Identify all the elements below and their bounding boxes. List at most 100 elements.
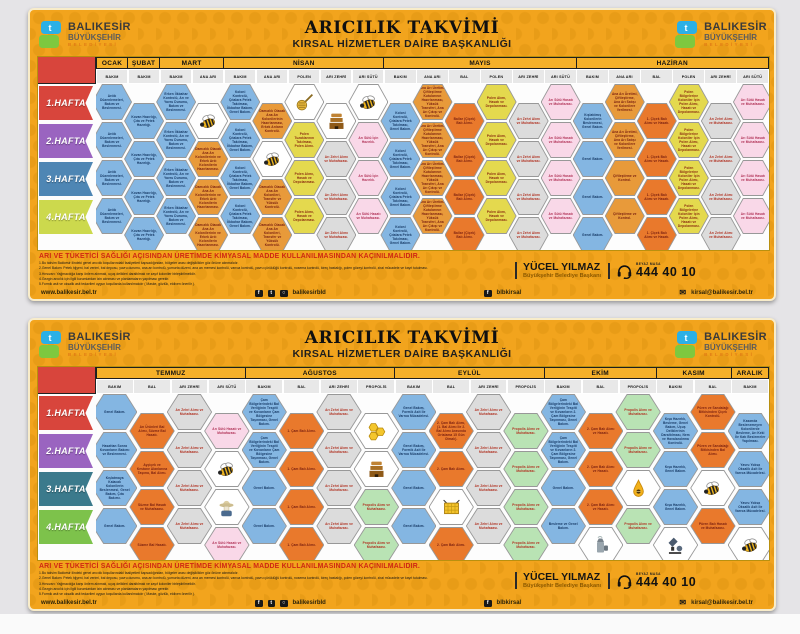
cell-text: Genel Bakım. <box>582 157 604 161</box>
social-row: www.balikesir.bel.tr f t ○ balikesirbld … <box>37 289 767 298</box>
calendar-cell: Arı Zehri Alımı ve Muhafazası. <box>700 217 741 250</box>
category-header: BAKIM <box>246 380 283 393</box>
cell-text: Genel Bakım. <box>403 524 425 528</box>
hotline-number: 444 40 10 <box>636 574 697 589</box>
social-row: www.balikesir.bel.tr f t ○ balikesirbld … <box>37 599 767 608</box>
category-header: BAKIM <box>732 380 768 393</box>
calendar-cell: Kovan Hazırlığı, Çıta ve Petek Hazırlığı… <box>124 179 165 215</box>
cell-text: Arı Sütü Hasatı ve Muhafazası. <box>356 212 381 220</box>
calendar-cell: Arı Sütü Hasatı ve Muhafazası. <box>540 122 581 158</box>
cell-text: Arı Sütü Hasatı ve Muhafazası. <box>548 136 573 144</box>
cell-text: Koloni Kontrolü, Çıtalara Petek Takılmas… <box>227 90 254 114</box>
calendar-cell: 1. Çiçek Balı Alımı ve Hasatı. <box>636 217 677 250</box>
category-header: ANA ARI <box>192 70 224 83</box>
category-header: BAKIM <box>395 380 432 393</box>
honeycomb-grid: Arılık Düzenlemeleri, Bakım ve Beslenmes… <box>96 84 769 250</box>
calendar-cell: Arı Zehri Alımı ve Muhafazası. <box>166 432 213 468</box>
calendar-cell: Arı Sütü Hasatı ve Muhafazası. <box>540 160 581 196</box>
category-header: BAKIM <box>96 70 128 83</box>
month-header-aralik: ARALIK <box>731 367 769 379</box>
municipality-logo-icon: t <box>37 330 63 360</box>
cell-text: Kışlatmaya Kalacak Kolonilerin Beslenmes… <box>99 476 130 500</box>
cell-text: Kovan Hazırlığı, Çıta ve Petek Hazırlığı… <box>131 191 157 203</box>
cell-text: Arı Zehri Alımı ve Muhafazası. <box>324 193 349 201</box>
poster-header: t BALIKESİR BÜYÜKŞEHİR BELEDİYESİ ARICIL… <box>37 324 767 366</box>
calendar-cell: Arı Zehri Alımı ve Muhafazası. <box>465 470 512 506</box>
cell-text: 1. Çam Balı Alımı. <box>287 467 316 471</box>
calendar-cell: Koloni Kontrolü, Çıtalara Petek Takılmas… <box>380 179 421 215</box>
cell-text: Süzme Bal Hasatı. <box>137 543 167 547</box>
social-handle: balikesirbld <box>292 290 326 297</box>
cell-text: Kovan Hazırlığı, Çıta ve Petek Hazırlığı… <box>131 229 157 241</box>
cell-text: Arı Sütü Hasatı ve Muhafazası. <box>740 98 766 106</box>
cell-text: Arı Zehri Alımı ve Muhafazası. <box>708 117 733 125</box>
municipality-logo-icon: t <box>37 20 63 50</box>
cell-text: Arı Zehri Alımı ve Muhafazası. <box>325 522 353 530</box>
footnotes: 1.Bu takvim Balıkesir ilindeki genel arı… <box>37 571 515 597</box>
calendar-cell: Arı Sütü Hasatı ve Muhafazası. <box>732 84 769 120</box>
week-label-2: 2.HAFTA <box>39 434 93 468</box>
calendar-cell: Arılık Düzenlemeleri, Bakım ve Beslenmes… <box>96 160 133 196</box>
mayor-title: Büyükşehir Belediye Başkanı <box>523 583 602 590</box>
cell-text: 1. Çam Balı Alımı. <box>287 505 316 509</box>
week-label-4: 4.HAFTA <box>39 200 93 234</box>
calendar-cell: Ballar (Çiçek) Balı Alımı. <box>444 141 485 177</box>
cell-text: Arı Zehri Alımı ve Muhafazası. <box>516 231 541 239</box>
category-header: ANA ARI <box>256 70 288 83</box>
cell-text: Polen Tuzaklarının Takılması, Polen Alım… <box>294 132 315 148</box>
cell-text: Damızlık Olacak Ana Arı Kolonilerinin ve… <box>195 147 222 171</box>
calendar-cell: Çiftleştirme ve Kontrol. <box>604 198 645 234</box>
calendar-cell: Arı Zehri Alımı ve Muhafazası. <box>508 103 549 139</box>
calendar-cell: Arı Zehri Alımı ve Muhafazası. <box>166 394 213 430</box>
poster-footer: ARI VE TÜKETİCİ SAĞLIĞI AÇISINDAN ÜRETİM… <box>37 253 767 301</box>
calendar-cell: Arı Zehri Alımı ve Muhafazası. <box>508 217 549 250</box>
cell-text: 2. Çam Balı Alımı. <box>436 467 466 471</box>
footnote: 1.Bu takvim Balıkesir ilindeki genel arı… <box>39 571 239 575</box>
cell-text: Ayçiçek ve Kestane Alanlarına Taşıma, Ba… <box>136 463 168 475</box>
cell-text: Püren Balı Hasatı ve Muhafazası. <box>698 522 727 530</box>
hotline-label: BEYAZ MASA <box>636 261 661 266</box>
cell-text: Damızlık Olacak Ana Arı Kolonileri, Tran… <box>259 185 286 209</box>
cell-text: Propolis Alımı ve Muhafazası. <box>362 541 391 549</box>
website-url: www.balikesir.bel.tr <box>41 600 97 607</box>
month-header-eki̇m: EKİM <box>544 367 657 379</box>
cell-text: Kovan Hazırlığı, Çıta ve Petek Hazırlığı… <box>131 153 157 165</box>
cell-text: 2. Çam Balı Alımı. <box>436 543 466 547</box>
instagram-icon: ○ <box>280 599 288 608</box>
calendar-cell: 2. Çam Balı Alımı ve Hasatı. <box>578 489 624 525</box>
svg-text:t: t <box>49 23 52 33</box>
calendar-cell <box>615 470 661 506</box>
calendar-cell: Süzme Bal Hasatı. <box>129 527 175 560</box>
calendar-cell: Arı Zehri Alımı ve Muhafazası. <box>465 394 512 430</box>
calendar-cell: Arı Zehri Alımı ve Muhafazası. <box>316 141 357 177</box>
calendar-cell: Genel Bakım. <box>540 470 587 506</box>
category-header: ANA ARI <box>417 70 448 83</box>
footnote: 4.Gezgin arıcılık için ilgili kurumlarda… <box>39 586 170 591</box>
cell-text: 1. Çam Balı Alımı. <box>287 543 316 547</box>
cell-text: Püren ve Sandalağı Bitkisinden Bal Alımı… <box>697 444 729 456</box>
category-header: BAKIM <box>224 70 256 83</box>
calendar-cell: Kasımda Beslenemeyen Kolonilerde Besleme… <box>727 413 769 449</box>
facebook-icon: f <box>255 289 263 298</box>
cell-text: Propolis Alımı ve Muhafazası. <box>624 522 652 530</box>
calendar-cell: Propolis Alımı ve Muhafazası. <box>615 508 661 544</box>
cell-text: Koloni Kontrolü, Çıtalara Petek Takılmas… <box>227 128 254 152</box>
month-header-eylül: EYLÜL <box>395 367 545 379</box>
cell-text: Arı Zehri Alımı ve Muhafazası. <box>474 484 503 492</box>
cell-text: Koloni Kontrolü, Çıtalara Petek Takılmas… <box>227 166 254 190</box>
calendar-cell: Arı Zehri Alımı ve Muhafazası. <box>316 179 357 215</box>
calendar-cell: Arı Zehri Alımı ve Muhafazası. <box>700 141 741 177</box>
bee-icon <box>691 471 735 505</box>
cell-text: Arı Zehri Alımı ve Muhafazası. <box>474 408 503 416</box>
calendar-cell: Arılık Düzenlemeleri, Bakım ve Beslenmes… <box>96 84 133 120</box>
cell-text: 2. Çam Balı Alımı ve Hasatı. <box>587 465 615 473</box>
category-header: BAKIM <box>545 380 582 393</box>
poster-title: ARICILIK TAKVİMİ <box>304 18 500 39</box>
cell-text: Arı Sütü Hasatı ve Muhafazası. <box>740 212 766 220</box>
month-header-kasim: KASIM <box>656 367 732 379</box>
calendar-cell: Arı Sütü Hasatı ve Muhafazası. <box>540 84 581 120</box>
cell-text: Ana Arı Üretimi, Çiftleştirme Kutularını… <box>419 86 446 118</box>
cell-text: Arı Zehri Alımı ve Muhafazası. <box>708 155 733 163</box>
bee-icon <box>349 85 388 119</box>
category-header: BAKIM <box>128 70 160 83</box>
